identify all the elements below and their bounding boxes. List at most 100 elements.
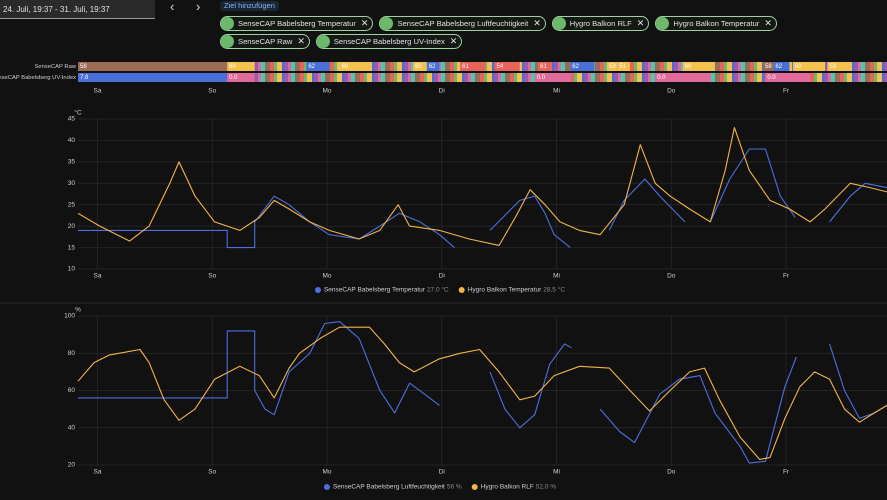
y-unit: %: [75, 307, 81, 314]
x-tick-label: So: [208, 273, 216, 280]
x-tick-label: Fr: [783, 273, 790, 280]
x-tick-label: Sa: [94, 469, 102, 476]
chip-remove[interactable]: ✕: [360, 18, 369, 28]
timeline-day-label: Di: [439, 88, 445, 95]
timeline-day-label: So: [208, 88, 216, 95]
timeline-row-label: SenseCAP Raw: [35, 64, 77, 70]
timeline-segment: [534, 73, 572, 82]
chip-label: Hygro Balkon Temperatur: [673, 19, 760, 28]
chip-label: SenseCAP Babelsberg Luftfeuchtigkeit: [397, 19, 529, 28]
timeline-segment-label: 58: [765, 64, 772, 70]
timeline-segment: [682, 62, 715, 71]
timeline-segment-label: 62: [429, 64, 436, 70]
timeline-segment-label: 7.8: [80, 75, 89, 81]
x-tick-label: Sa: [94, 273, 102, 280]
series-line: [77, 127, 887, 246]
timeline-segment: [426, 62, 440, 71]
entity-chip[interactable]: SenseCAP Babelsberg UV-Index ✕: [315, 34, 463, 49]
legend-swatch: [458, 287, 465, 293]
timeline-segment-label: 61: [462, 64, 469, 70]
chip-remove[interactable]: ✕: [636, 18, 645, 28]
entity-chip[interactable]: SenseCAP Babelsberg Temperatur ✕: [220, 16, 374, 31]
timeline-segment-label: 60: [342, 64, 349, 70]
timeline-segment: [655, 73, 711, 82]
y-tick-label: 40: [68, 424, 76, 431]
timeline-segment: [227, 73, 255, 82]
timeline-segment-label: 60: [229, 64, 236, 70]
x-tick-label: Do: [667, 469, 676, 476]
y-tick-label: 20: [68, 462, 76, 469]
entity-chip[interactable]: SenseCAP Raw ✕: [220, 34, 310, 49]
legend: SenseCAP Babelsberg Luftfeuchtigkeit 56 %…: [323, 484, 556, 491]
prev-button[interactable]: ‹: [170, 0, 175, 14]
entity-chip[interactable]: Hygro Balkon Temperatur ✕: [655, 16, 777, 31]
legend-state: 52,0 %: [536, 484, 556, 491]
chip-label: Hygro Balkon RLF: [569, 19, 632, 28]
timeline-segment: [607, 62, 618, 71]
chip-label: SenseCAP Babelsberg Temperatur: [238, 19, 356, 28]
timeline-segment-label: 0.0: [229, 75, 238, 81]
legend-label: Hygro Balkon Temperatur: [468, 287, 542, 294]
chip-icon: [656, 17, 670, 30]
x-tick-label: Mo: [322, 469, 331, 476]
entity-chip[interactable]: Hygro Balkon RLF ✕: [551, 16, 650, 31]
legend-swatch: [323, 484, 330, 490]
timeline-day-label: Fr: [783, 88, 790, 95]
timeline-segment: [227, 62, 255, 71]
y-tick-label: 20: [68, 223, 76, 230]
x-tick-label: Di: [439, 469, 445, 476]
series-line: [77, 326, 887, 460]
timeline-segment: [773, 62, 790, 71]
chip-icon: [316, 35, 330, 48]
timeline-segment-label: 60: [415, 64, 422, 70]
legend-label: SenseCAP Babelsberg Temperatur: [324, 287, 426, 294]
chip-label: SenseCAP Raw: [238, 37, 293, 46]
timeline-segment: [413, 62, 427, 71]
timeline-segment: [306, 62, 330, 71]
chip-remove[interactable]: ✕: [533, 18, 541, 28]
y-tick-label: 60: [68, 387, 76, 394]
timeline-segment: [538, 62, 552, 71]
timeline-segment-label: 62: [775, 64, 782, 70]
y-tick-label: 100: [64, 313, 75, 320]
y-tick-label: 80: [68, 350, 76, 357]
x-tick-label: Do: [667, 273, 676, 280]
timeline-segment-label: 62: [572, 64, 579, 70]
series-line: [78, 321, 887, 464]
timeline-day-label: Do: [667, 88, 676, 95]
timeline-day-label: Sa: [94, 88, 102, 95]
legend-state: 27,0 °C: [427, 286, 449, 294]
timeline-segment: [78, 62, 228, 71]
timeline-row-label: SenseCAP Babelsberg UV-Index: [0, 75, 76, 81]
chip-icon: [221, 17, 234, 30]
legend-state: 56 %: [447, 484, 462, 491]
legend-swatch: [314, 287, 321, 293]
timeline-segment-label: 53: [829, 64, 836, 70]
series-line: [78, 148, 887, 249]
chip-list: SenseCAP Babelsberg Temperatur ✕ SenseCAP …: [220, 16, 810, 49]
x-tick-label: Mi: [553, 273, 560, 280]
chip-remove[interactable]: ✕: [449, 36, 458, 46]
next-button[interactable]: ›: [196, 0, 201, 14]
chip-icon: [380, 17, 394, 30]
x-tick-label: Fr: [783, 469, 790, 476]
chip-remove[interactable]: ✕: [297, 36, 305, 46]
timeline-segment-label: 60: [795, 64, 802, 70]
x-tick-label: Mo: [322, 273, 331, 280]
add-target-button[interactable]: Ziel hinzufügen: [220, 1, 279, 11]
entity-chip[interactable]: SenseCAP Babelsberg Luftfeuchtigkeit ✕: [379, 16, 546, 31]
date-range[interactable]: 24. Juli, 19:37 - 31. Juli, 19:37: [0, 0, 155, 19]
y-tick-label: 25: [68, 201, 76, 208]
timeline-segment-label: 60: [685, 64, 692, 70]
y-tick-label: 35: [68, 159, 76, 166]
legend-swatch: [471, 484, 478, 490]
y-tick-label: 10: [68, 266, 76, 273]
timeline-segment-label: 61: [540, 64, 547, 70]
chip-remove[interactable]: ✕: [764, 18, 772, 28]
x-tick-label: Mi: [553, 469, 560, 476]
legend-label: SenseCAP Babelsberg Luftfeuchtigkeit: [333, 484, 445, 491]
chip-icon: [552, 17, 566, 30]
timeline-segment-label: 62: [308, 64, 315, 70]
